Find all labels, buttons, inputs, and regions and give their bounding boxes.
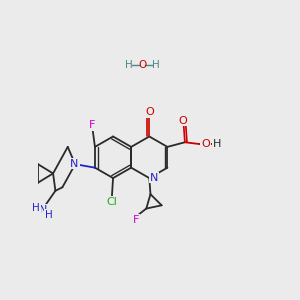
Text: O: O — [201, 139, 210, 149]
Text: Cl: Cl — [107, 196, 118, 207]
Text: N: N — [70, 158, 79, 169]
Text: F: F — [89, 120, 95, 130]
Text: H: H — [32, 203, 40, 213]
Text: O: O — [179, 116, 188, 125]
Text: H: H — [213, 139, 221, 149]
Text: N: N — [39, 205, 47, 215]
Text: O: O — [145, 107, 154, 117]
Text: H: H — [125, 60, 133, 70]
Text: F: F — [133, 215, 140, 225]
Text: O: O — [138, 60, 146, 70]
Text: H: H — [45, 210, 53, 220]
Text: H: H — [152, 60, 159, 70]
Text: N: N — [150, 172, 158, 183]
